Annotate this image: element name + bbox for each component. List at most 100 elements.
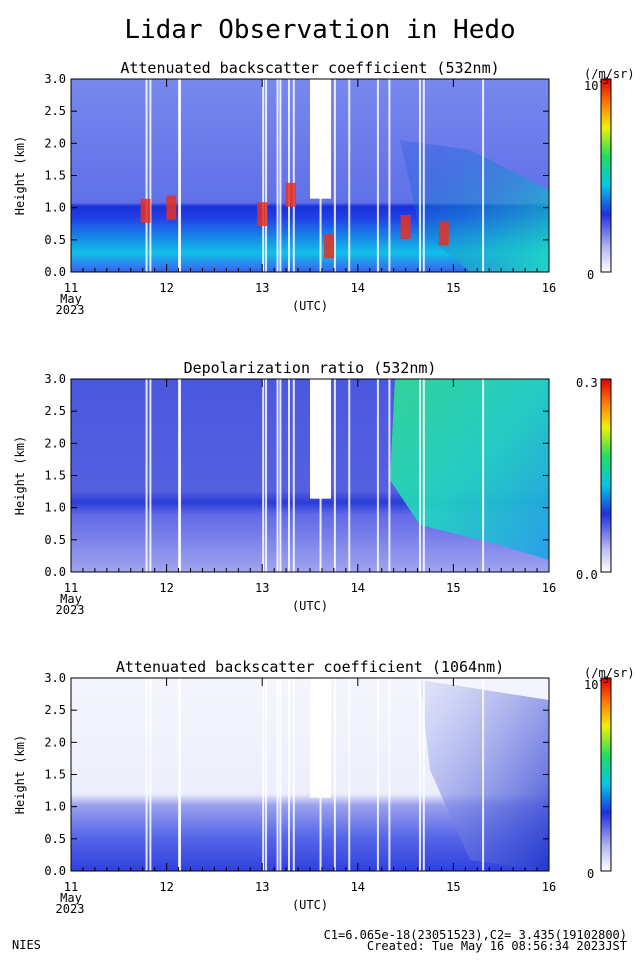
- cloud-mark: [438, 221, 449, 246]
- plot-area: [71, 678, 549, 871]
- figure-title: Lidar Observation in Hedo: [124, 15, 515, 45]
- cloud-streaks: [145, 379, 485, 572]
- y-tick-label: 2.5: [44, 703, 66, 717]
- x-tick-label: 13: [255, 581, 269, 595]
- x-axis-label: (UTC): [292, 299, 328, 313]
- y-tick-label: 1.5: [44, 169, 66, 183]
- y-axis-label: Height (km): [13, 735, 27, 814]
- data-gap-streak: [422, 379, 425, 572]
- data-gap-streak: [482, 678, 485, 871]
- data-gap-streak: [422, 79, 425, 272]
- panel-title: Depolarization ratio (532nm): [184, 359, 437, 377]
- x-tick-label: 12: [159, 880, 173, 894]
- data-gap-streak: [482, 79, 485, 272]
- y-tick-label: 3.0: [44, 671, 66, 685]
- data-gap-streak: [348, 79, 351, 272]
- x-tick-label: 16: [542, 880, 556, 894]
- data-gap-streak: [262, 79, 265, 272]
- colorbar-gradient: [600, 378, 612, 573]
- data-gap-streak: [348, 678, 351, 871]
- colorbar-bottom-label: 0: [587, 268, 594, 282]
- x-tick-label: 12: [159, 581, 173, 595]
- dust-layer: [390, 379, 549, 560]
- plot-area: [71, 379, 549, 572]
- cloud-mark: [140, 198, 151, 223]
- created-label: Created: Tue May 16 08:56:34 2023JST: [367, 939, 627, 953]
- x-tick-label: 15: [446, 581, 460, 595]
- data-gap-streak: [422, 678, 425, 871]
- data-gap-streak: [482, 379, 485, 572]
- haze-layer: [400, 140, 549, 272]
- y-tick-label: 0.0: [44, 565, 66, 579]
- x-axis-label: (UTC): [292, 898, 328, 912]
- month-label: May: [60, 292, 82, 306]
- colorbar-top-exponent: -5: [598, 77, 609, 87]
- colorbar: (/m/sr) 10 -5 0: [584, 666, 635, 881]
- x-tick-label: 13: [255, 880, 269, 894]
- colorbar-top-label: 10: [584, 79, 598, 93]
- data-gap-streak: [149, 79, 152, 272]
- data-gap-streak: [265, 79, 268, 272]
- data-gap-streak: [276, 79, 279, 272]
- plot-area: [71, 79, 549, 272]
- y-tick-label: 2.5: [44, 104, 66, 118]
- data-gap-streak: [418, 79, 421, 272]
- colorbar: 0.3 0.0: [576, 376, 612, 582]
- x-tick-label: 11: [64, 281, 78, 295]
- data-gap-streak: [288, 379, 291, 572]
- colorbar-top-label: 0.3: [576, 376, 598, 390]
- data-gap-streak: [145, 79, 148, 272]
- y-tick-label: 1.5: [44, 768, 66, 782]
- data-gap-streak: [288, 79, 291, 272]
- data-gap-streak: [376, 379, 379, 572]
- x-tick-label: 15: [446, 880, 460, 894]
- data-gap-block: [310, 678, 332, 798]
- data-gap-streak: [333, 79, 336, 272]
- y-tick-label: 0.5: [44, 533, 66, 547]
- year-label: 2023: [56, 603, 85, 617]
- x-tick-label: 16: [542, 581, 556, 595]
- cloud-mark: [257, 202, 268, 227]
- colorbar-top-exponent: -5: [598, 676, 609, 686]
- x-tick-label: 14: [351, 281, 365, 295]
- y-tick-label: 2.0: [44, 436, 66, 450]
- data-gap-streak: [348, 379, 351, 572]
- colorbar-unit: (/m/sr): [584, 67, 635, 81]
- panel-title: Attenuated backscatter coefficient (532n…: [120, 59, 499, 77]
- colorbar-bottom-label: 0.0: [576, 568, 598, 582]
- data-gap-streak: [179, 379, 182, 572]
- y-axis-label: Height (km): [13, 136, 27, 215]
- data-gap-streak: [292, 678, 295, 871]
- data-gap-streak: [376, 678, 379, 871]
- year-label: 2023: [56, 902, 85, 916]
- data-gap-streak: [149, 678, 152, 871]
- data-gap-streak: [179, 678, 182, 871]
- data-gap-streak: [292, 79, 295, 272]
- data-gap-streak: [262, 379, 265, 572]
- cloud-streaks: [145, 678, 485, 871]
- data-gap-streak: [276, 678, 279, 871]
- data-gap-streak: [376, 79, 379, 272]
- data-gap-streak: [145, 379, 148, 572]
- y-tick-label: 3.0: [44, 372, 66, 386]
- x-tick-label: 14: [351, 581, 365, 595]
- data-gap-streak: [418, 379, 421, 572]
- data-gap-streak: [292, 379, 295, 572]
- x-tick-label: 12: [159, 281, 173, 295]
- panel-1064nm-backscatter: Attenuated backscatter coefficient (1064…: [13, 658, 635, 916]
- data-gap-streak: [179, 79, 182, 272]
- data-gap-streak: [388, 379, 391, 572]
- data-gap-streak: [145, 678, 148, 871]
- cloud-mark: [285, 182, 296, 207]
- data-gap-streak: [418, 678, 421, 871]
- y-tick-label: 2.5: [44, 404, 66, 418]
- y-tick-label: 0.5: [44, 832, 66, 846]
- data-gap-block: [310, 379, 332, 499]
- y-axis-label: Height (km): [13, 436, 27, 515]
- x-tick-label: 15: [446, 281, 460, 295]
- x-tick-label: 11: [64, 880, 78, 894]
- x-tick-label: 13: [255, 281, 269, 295]
- calibration-label: C1=6.065e-18(23051523),C2= 3.435(1910280…: [324, 928, 627, 942]
- data-gap-streak: [276, 379, 279, 572]
